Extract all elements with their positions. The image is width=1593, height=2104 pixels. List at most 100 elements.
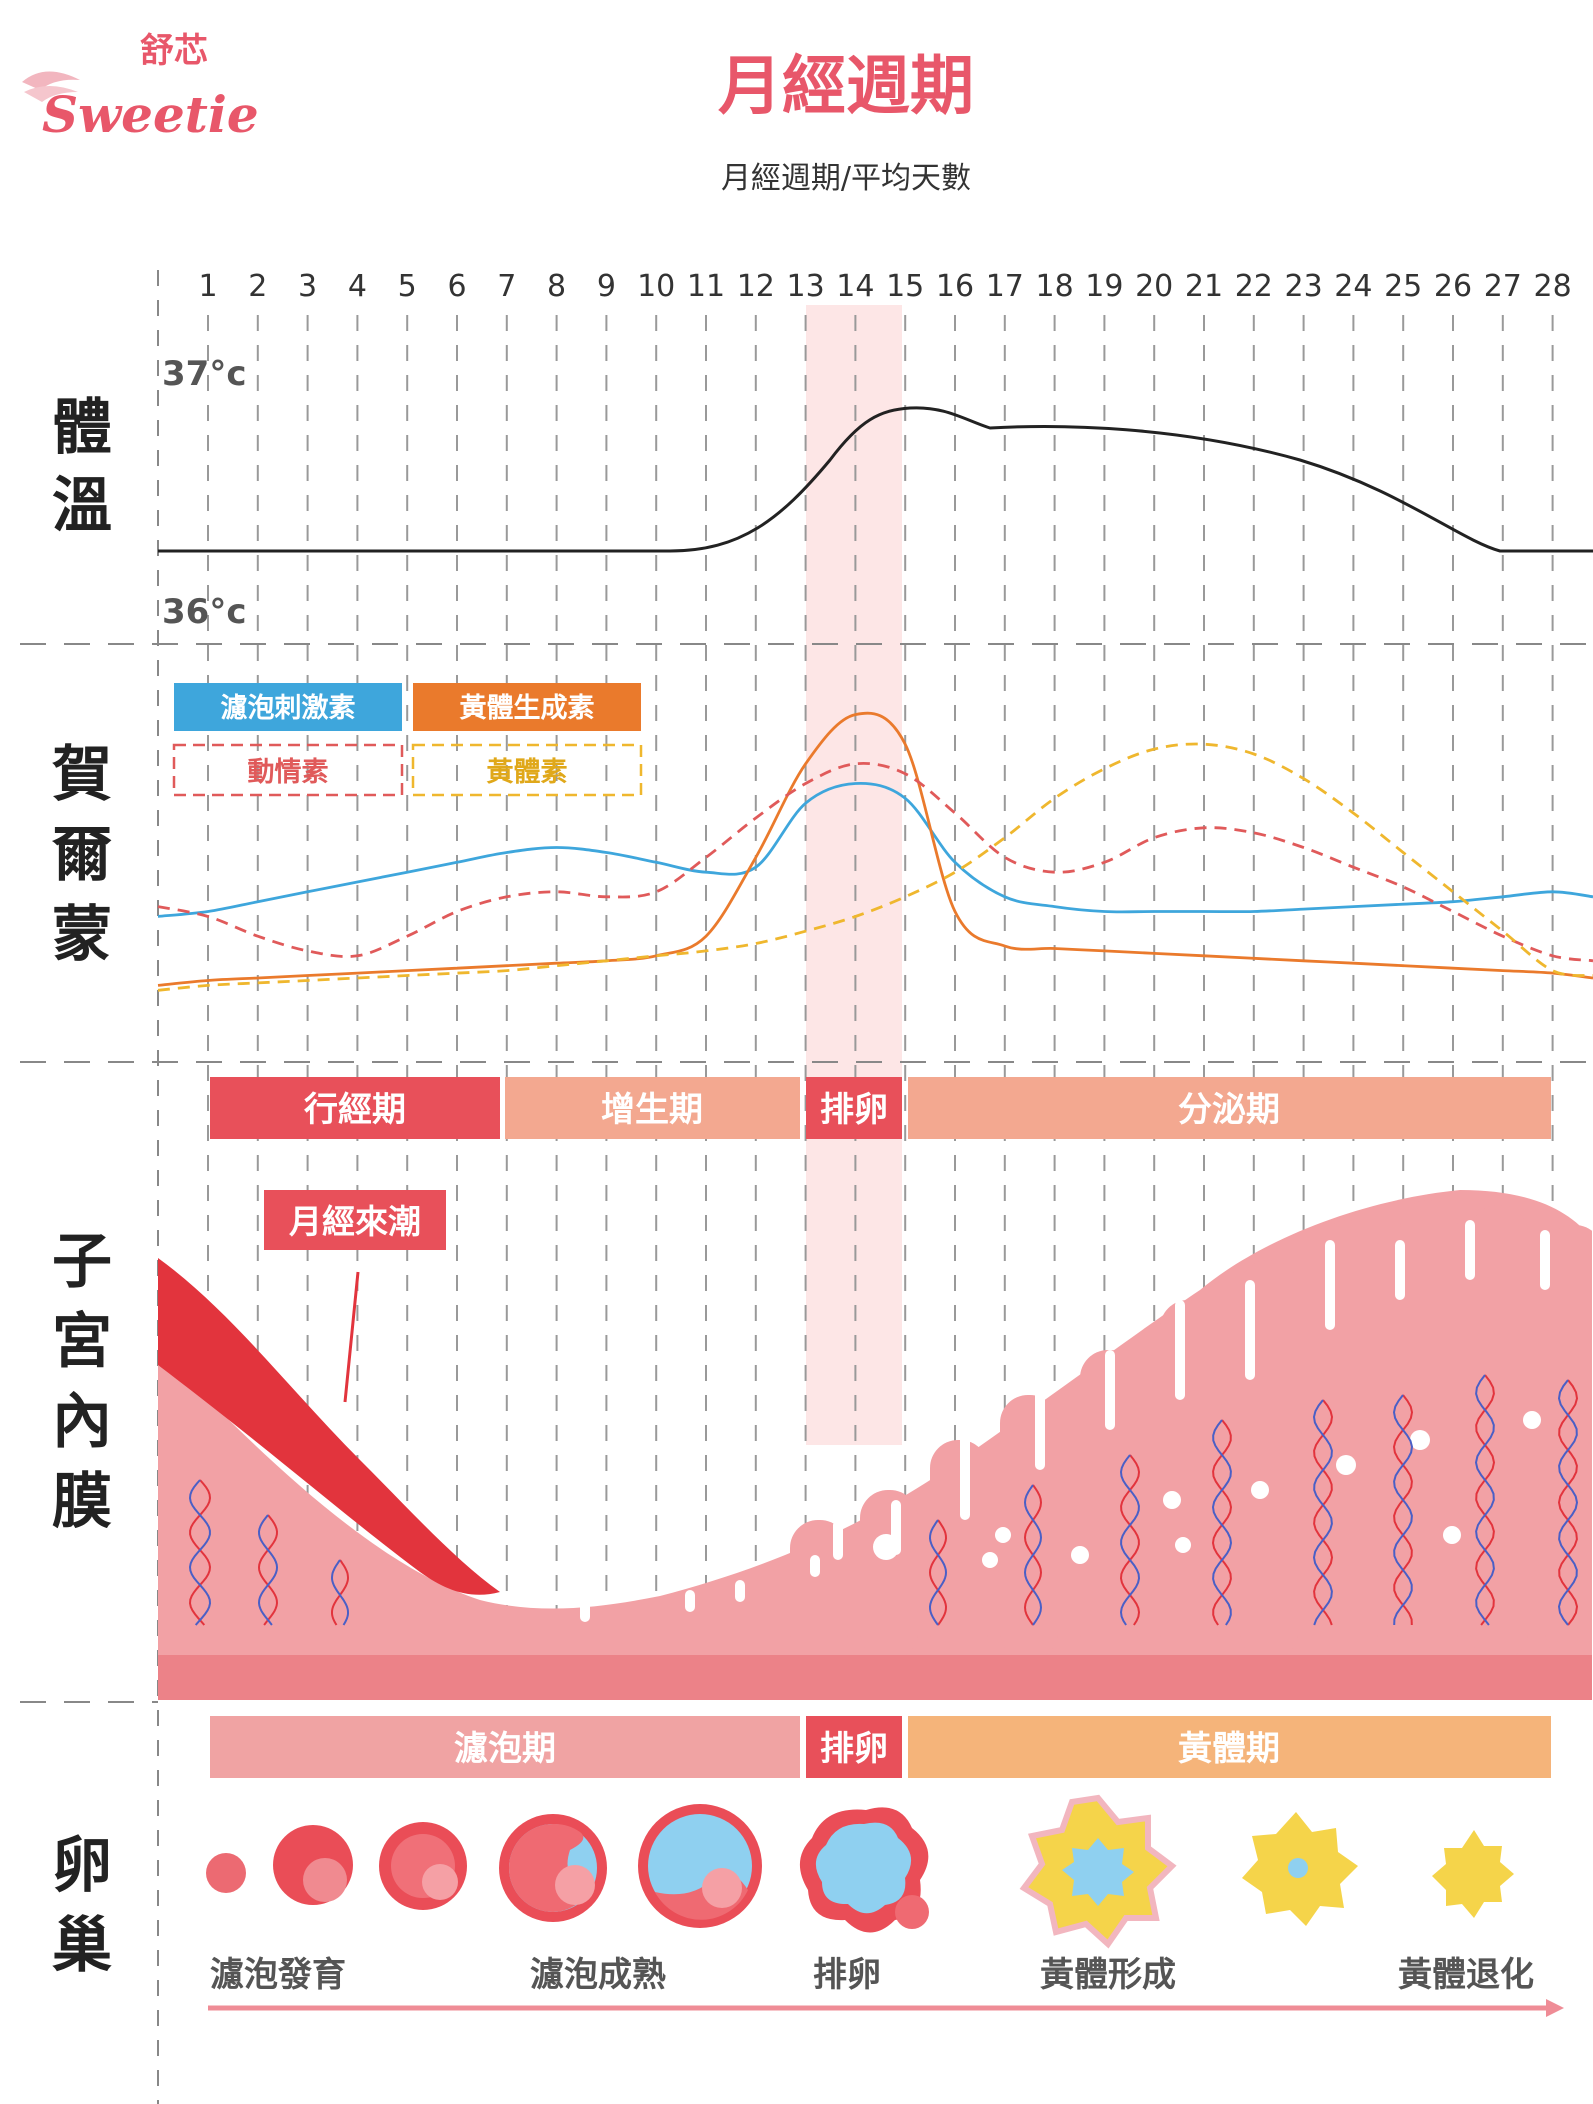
menstruation-callout-pointer [343, 1271, 360, 1403]
ovary-stage-label-maturation: 濾泡成熟 [530, 1955, 666, 1995]
gland-droplet [982, 1552, 998, 1568]
day-label: 3 [298, 269, 317, 304]
section-label-endometrium: 子宮內膜 [52, 1227, 112, 1537]
gland-gap [1175, 1300, 1185, 1400]
gland-column [1545, 1225, 1592, 1660]
day-label: 18 [1036, 269, 1074, 304]
ovarian-phase-bar: 濾泡期 排卵 黃體期 [210, 1716, 1551, 1778]
gland-gap [1395, 1240, 1405, 1300]
day-label: 19 [1085, 269, 1123, 304]
day-label: 28 [1534, 269, 1572, 304]
blood-vessel [1557, 1379, 1579, 1626]
gland-column [930, 1440, 988, 1660]
ovulation-band [806, 305, 902, 1445]
hormone-legend: 濾泡刺激素 黃體生成素 動情素 黃體素 [172, 683, 643, 797]
endometrium-base-layer [158, 1655, 1592, 1700]
day-label: 21 [1185, 269, 1223, 304]
day-label: 11 [687, 269, 725, 304]
legend-lh-swatch [413, 683, 641, 731]
day-label: 4 [348, 269, 367, 304]
day-label: 17 [986, 269, 1024, 304]
gland-gap [1245, 1280, 1255, 1380]
gland-gap [1105, 1350, 1115, 1430]
day-label: 22 [1235, 269, 1273, 304]
day-label: 25 [1384, 269, 1422, 304]
menstruation-callout-label: 月經來潮 [289, 1202, 421, 1241]
temperature-low-label: 36°c [162, 592, 246, 632]
ovary-stage-label-development: 濾泡發育 [210, 1955, 346, 1995]
phase-secretory-label: 分泌期 [1178, 1090, 1280, 1130]
day-label: 5 [398, 269, 417, 304]
day-label: 2 [248, 269, 267, 304]
phase-ovarian-ovulation-bar [806, 1716, 902, 1778]
blood-vessel [1392, 1394, 1414, 1626]
section-dividers [20, 643, 1593, 1703]
gland-droplet [1336, 1455, 1356, 1475]
body-temperature-curve [158, 406, 1593, 553]
menstrual-blood-layer [158, 1258, 500, 1595]
day-label: 16 [936, 269, 974, 304]
gland-droplet [1071, 1546, 1089, 1564]
gland-droplet [1175, 1537, 1191, 1553]
phase-proliferative-label: 增生期 [601, 1090, 703, 1130]
day-label: 7 [497, 269, 516, 304]
uterine-phase-bar: 行經期 增生期 排卵 分泌期 [210, 1077, 1551, 1139]
blood-vessel [1023, 1484, 1043, 1626]
legend-progesterone-swatch [411, 743, 643, 797]
follicle-stage-5 [638, 1804, 762, 1928]
gland-droplet [1410, 1430, 1430, 1450]
brand-name-cn: 舒芯 [140, 31, 208, 71]
phase-secretory-bar [908, 1077, 1551, 1139]
page-subtitle: 月經週期/平均天數 [721, 161, 971, 196]
phase-proliferative-bar [505, 1077, 800, 1139]
arrow-head-icon [1546, 1999, 1564, 2017]
section-label-temperature: 體溫 [52, 393, 112, 541]
day-label: 14 [836, 269, 874, 304]
day-label: 15 [886, 269, 924, 304]
progesterone-curve [157, 742, 1593, 992]
blood-vessel [257, 1514, 279, 1626]
page-title: 月經週期 [718, 50, 974, 124]
day-label: 27 [1484, 269, 1522, 304]
legend-estrogen-label: 動情素 [248, 757, 329, 788]
gland-droplet [1251, 1481, 1269, 1499]
day-label: 10 [637, 269, 675, 304]
gland-gap [960, 1420, 970, 1520]
gland-droplet [1523, 1411, 1541, 1429]
corpus-luteum-mature [1242, 1812, 1358, 1926]
day-label: 8 [547, 269, 566, 304]
gland-gap [1325, 1240, 1335, 1330]
surface-notch [580, 1600, 590, 1622]
gland-gap [1540, 1230, 1550, 1290]
temperature-high-label: 37°c [162, 354, 246, 394]
day-label: 9 [597, 269, 616, 304]
surface-notch [735, 1580, 745, 1602]
endometrium-gaps [580, 1220, 1550, 1622]
phase-luteal-label: 黃體期 [1178, 1729, 1280, 1769]
gland-droplet [873, 1534, 899, 1560]
day-label: 6 [447, 269, 466, 304]
surface-notch [685, 1590, 695, 1612]
menstruation-callout-box [264, 1190, 446, 1250]
ovary-stage-label-cl-formation: 黃體形成 [1040, 1955, 1176, 1995]
lh-curve [157, 711, 1593, 987]
estrogen-curve [157, 762, 1593, 963]
day-label: 1 [198, 269, 217, 304]
brand-name-en: Sweetie [42, 85, 259, 144]
timeline-arrow [208, 1999, 1564, 2017]
section-label-ovary: 卵巢 [52, 1831, 112, 1981]
follicle-stage-2 [273, 1825, 353, 1905]
gland-column [1080, 1350, 1138, 1660]
gland-droplet [1443, 1526, 1461, 1544]
wing-icon [22, 71, 80, 90]
phase-follicular-bar [210, 1716, 800, 1778]
endometrium-layer [158, 1190, 1592, 1700]
surface-notch [810, 1555, 820, 1577]
gland-column [1400, 1200, 1458, 1660]
fsh-curve [157, 781, 1593, 918]
ovary-stage-label-cl-regression: 黃體退化 [1398, 1955, 1534, 1995]
phase-ovarian-ovulation-label: 排卵 [820, 1729, 888, 1769]
gland-droplet [1163, 1491, 1181, 1509]
blood-vessels [188, 1374, 1579, 1626]
phase-menstrual-label: 行經期 [304, 1090, 406, 1130]
